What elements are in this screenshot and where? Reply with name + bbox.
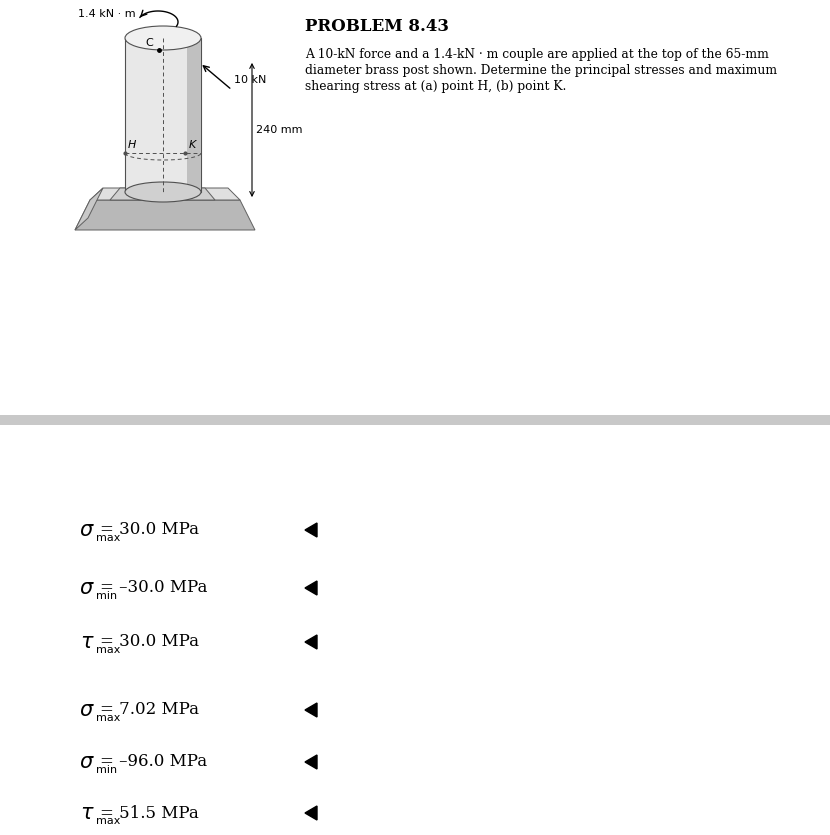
Text: = 30.0 MPa: = 30.0 MPa xyxy=(100,522,199,539)
Polygon shape xyxy=(305,523,317,537)
Bar xyxy=(125,38,201,192)
Text: $\tau$: $\tau$ xyxy=(81,803,95,823)
Polygon shape xyxy=(75,200,255,230)
Text: 240 mm: 240 mm xyxy=(256,125,302,135)
Text: = 30.0 MPa: = 30.0 MPa xyxy=(100,634,199,650)
Polygon shape xyxy=(305,755,317,769)
Text: shearing stress at (a) point H, (b) point K.: shearing stress at (a) point H, (b) poin… xyxy=(305,80,566,93)
Text: max: max xyxy=(96,816,120,826)
Polygon shape xyxy=(305,581,317,595)
Text: C: C xyxy=(145,38,153,48)
Text: $\tau$: $\tau$ xyxy=(81,632,95,652)
Text: $\sigma$: $\sigma$ xyxy=(79,578,95,598)
Text: = 7.02 MPa: = 7.02 MPa xyxy=(100,701,199,718)
Text: PROBLEM 8.43: PROBLEM 8.43 xyxy=(305,18,449,35)
Polygon shape xyxy=(187,38,201,192)
Polygon shape xyxy=(90,188,240,200)
Polygon shape xyxy=(110,188,215,200)
Text: $\sigma$: $\sigma$ xyxy=(79,520,95,540)
Polygon shape xyxy=(305,703,317,717)
Polygon shape xyxy=(305,806,317,820)
Text: 10 kN: 10 kN xyxy=(234,75,266,85)
Text: max: max xyxy=(96,533,120,543)
Text: max: max xyxy=(96,713,120,723)
Text: A 10-kN force and a 1.4-kN · m couple are applied at the top of the 65-mm: A 10-kN force and a 1.4-kN · m couple ar… xyxy=(305,48,769,61)
Text: $\sigma$: $\sigma$ xyxy=(79,700,95,720)
Bar xyxy=(0,415,830,425)
Ellipse shape xyxy=(125,182,201,202)
Polygon shape xyxy=(75,188,103,230)
Text: min: min xyxy=(96,591,117,601)
Ellipse shape xyxy=(125,26,201,50)
Text: H: H xyxy=(128,140,136,150)
Text: max: max xyxy=(96,645,120,655)
Text: $\sigma$: $\sigma$ xyxy=(79,752,95,772)
Text: = –30.0 MPa: = –30.0 MPa xyxy=(100,579,208,596)
Text: min: min xyxy=(96,765,117,775)
Text: = –96.0 MPa: = –96.0 MPa xyxy=(100,753,208,771)
Text: K: K xyxy=(189,140,196,150)
Polygon shape xyxy=(305,635,317,649)
Text: = 51.5 MPa: = 51.5 MPa xyxy=(100,804,198,822)
Text: 1.4 kN · m: 1.4 kN · m xyxy=(78,9,135,19)
Text: diameter brass post shown. Determine the principal stresses and maximum: diameter brass post shown. Determine the… xyxy=(305,64,777,77)
